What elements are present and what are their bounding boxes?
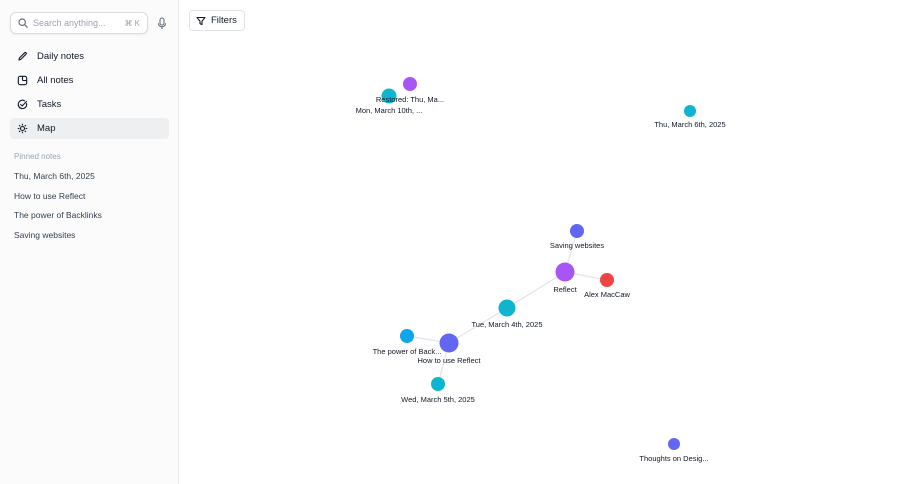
nav-map[interactable]: Map — [10, 118, 169, 139]
graph-node-label-restored[interactable]: Restored: Thu, Ma... — [376, 95, 444, 104]
graph-edge-tue-howto — [448, 307, 508, 344]
nav-map-label: Map — [37, 123, 56, 134]
nav-daily-notes[interactable]: Daily notes — [10, 46, 169, 67]
nav-tasks-label: Tasks — [37, 99, 62, 110]
check-circle-icon — [17, 99, 28, 110]
graph-node-restored[interactable] — [403, 77, 417, 91]
graph-node-label-saving[interactable]: Saving websites — [550, 241, 604, 250]
pinned-note-item[interactable]: How to use Reflect — [14, 191, 86, 201]
graph-node-howto[interactable] — [439, 333, 459, 353]
search-icon — [18, 18, 28, 28]
graph-node-alex[interactable] — [600, 273, 614, 287]
nav-all-notes-label: All notes — [37, 75, 74, 86]
microphone-icon[interactable] — [156, 17, 168, 30]
pinned-notes-heading: Pinned notes — [14, 152, 61, 161]
graph-node-thoughts[interactable] — [668, 438, 680, 450]
nav-daily-notes-label: Daily notes — [37, 51, 84, 62]
graph-node-reflect[interactable] — [555, 262, 575, 282]
graph-node-label-thoughts[interactable]: Thoughts on Desig... — [639, 454, 708, 463]
graph-node-mon[interactable] — [381, 88, 397, 104]
pinned-note-item[interactable]: The power of Backlinks — [14, 210, 102, 220]
graph-node-saving[interactable] — [570, 224, 584, 238]
graph-edge-reflect-tue — [506, 271, 566, 309]
nav-tasks[interactable]: Tasks — [10, 94, 169, 115]
graph-node-label-power[interactable]: The power of Back... — [373, 347, 442, 356]
pinned-note-item[interactable]: Thu, March 6th, 2025 — [14, 171, 95, 181]
notes-icon — [17, 75, 28, 86]
graph-node-label-wed[interactable]: Wed, March 5th, 2025 — [401, 395, 475, 404]
nav-all-notes[interactable]: All notes — [10, 70, 169, 91]
note-graph-map[interactable]: Restored: Thu, Ma... Mon, March 10th, ...… — [180, 0, 900, 484]
graph-node-wed[interactable] — [431, 377, 445, 391]
graph-node-power[interactable] — [400, 329, 414, 343]
map-icon — [17, 123, 28, 134]
search-box[interactable]: ⌘ K — [10, 12, 148, 34]
graph-node-label-mon[interactable]: Mon, March 10th, ... — [356, 106, 423, 115]
sidebar: ⌘ K Daily notes All notes Tasks — [0, 0, 179, 484]
graph-node-label-tue[interactable]: Tue, March 4th, 2025 — [471, 320, 542, 329]
pencil-icon — [18, 51, 27, 61]
filter-icon — [196, 16, 206, 25]
search-shortcut: ⌘ K — [124, 18, 140, 28]
graph-node-label-thu[interactable]: Thu, March 6th, 2025 — [654, 120, 725, 129]
graph-node-tue[interactable] — [498, 299, 516, 317]
graph-node-thu[interactable] — [684, 105, 696, 117]
search-input[interactable] — [33, 18, 121, 28]
graph-node-label-alex[interactable]: Alex MacCaw — [584, 290, 630, 299]
filters-button[interactable]: Filters — [189, 10, 245, 31]
filters-label: Filters — [211, 15, 237, 26]
graph-node-label-howto[interactable]: How to use Reflect — [418, 356, 482, 365]
graph-node-label-reflect[interactable]: Reflect — [553, 285, 577, 294]
pinned-note-item[interactable]: Saving websites — [14, 230, 76, 240]
